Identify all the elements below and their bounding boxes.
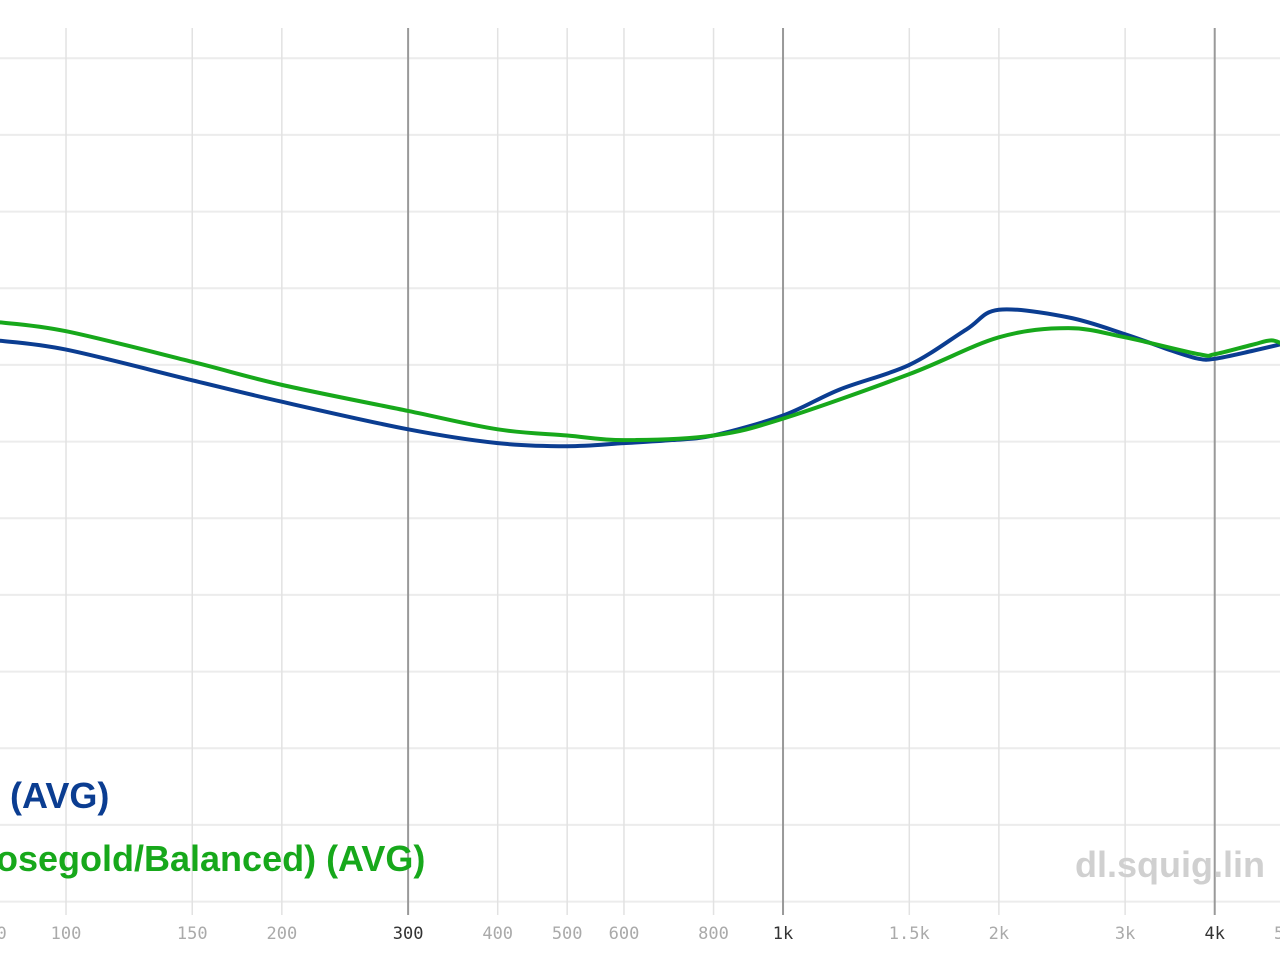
watermark: dl.squig.lin [1075,844,1265,885]
x-tick-label: 5k [1274,924,1280,944]
x-tick-label: 80 [0,924,7,944]
legend-entry: osegold/Balanced) (AVG) [0,838,425,879]
grid [0,28,1280,915]
x-tick-label: 3k [1115,924,1135,944]
series-line [0,307,1280,449]
legend-entry: (AVG) [10,775,109,816]
x-tick-label: 600 [609,924,640,944]
x-tick-label: 1.5k [889,924,930,944]
x-tick-label: 2k [989,924,1009,944]
x-tick-label: 400 [482,924,513,944]
x-tick-label: 500 [552,924,583,944]
x-tick-label: 1k [773,924,793,944]
series-line [0,320,1280,443]
x-tick-label: 150 [177,924,208,944]
x-tick-label: 100 [51,924,82,944]
lines [0,307,1280,449]
x-tick-label: 4k [1204,924,1224,944]
x-tick-label: 800 [698,924,729,944]
x-tick-label: 300 [393,924,424,944]
x-tick-label: 200 [266,924,297,944]
labels: 80 100 150 200 300 400 500 600 800 1k 1.5k 2k 3k 4k 5k… [0,775,1280,944]
